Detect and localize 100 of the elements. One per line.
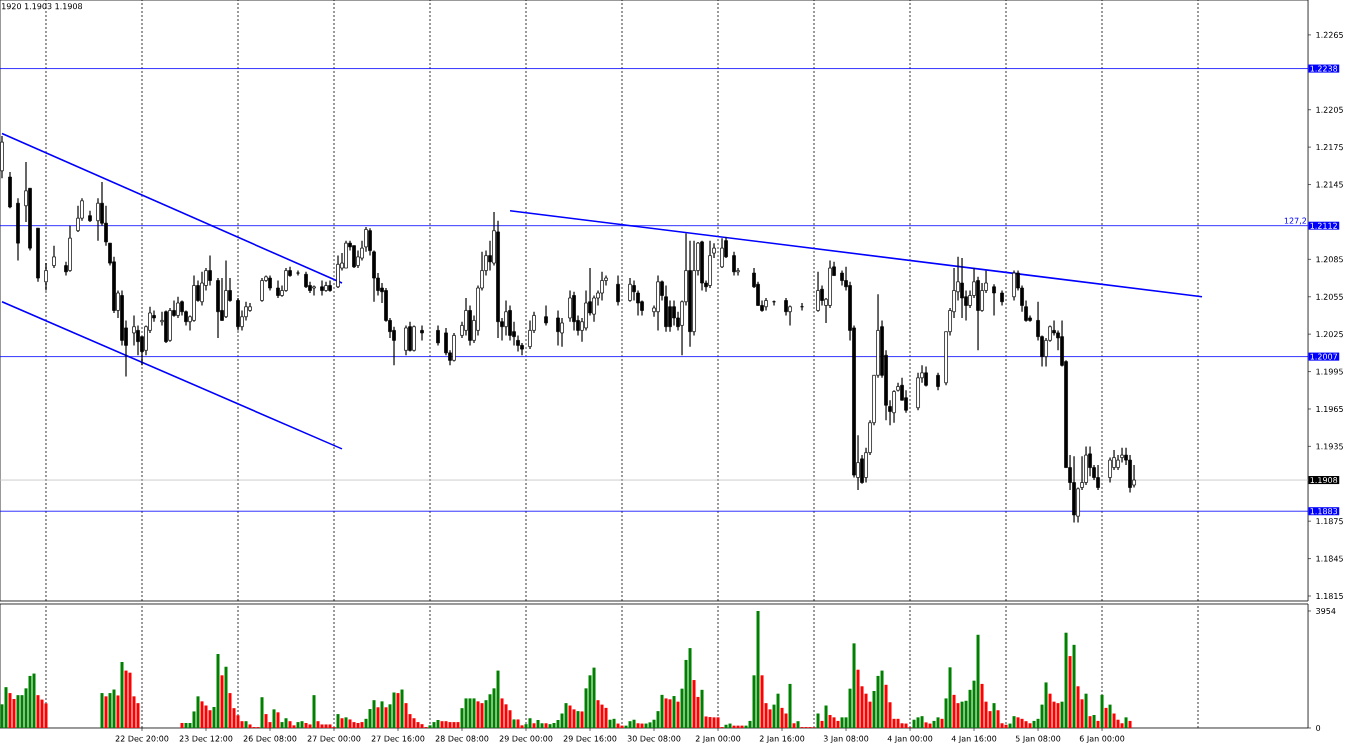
bar xyxy=(516,719,520,728)
bar xyxy=(1096,720,1100,728)
bar xyxy=(248,724,252,728)
candlestick xyxy=(544,304,548,327)
y-tick-label: 1.1965 xyxy=(1316,405,1343,412)
x-tick-label: 30 Dec 08:00 xyxy=(627,735,681,742)
bar xyxy=(1100,694,1104,728)
candlestick xyxy=(284,267,288,293)
x-tick-label: 2 Jan 00:00 xyxy=(695,735,741,744)
bar xyxy=(120,662,124,728)
bar xyxy=(1084,693,1088,728)
bar xyxy=(436,720,440,728)
bar xyxy=(816,713,820,728)
bar xyxy=(1104,707,1108,728)
bar xyxy=(776,693,780,728)
bar xyxy=(1016,717,1020,728)
bar xyxy=(452,722,456,728)
bar xyxy=(40,699,44,728)
bar xyxy=(668,699,672,728)
bar xyxy=(1076,686,1080,728)
bar xyxy=(1024,721,1028,728)
bar xyxy=(128,672,132,728)
bar xyxy=(264,714,268,728)
bar xyxy=(692,680,696,728)
bar xyxy=(704,716,708,728)
bar xyxy=(1068,656,1072,728)
bar xyxy=(884,684,888,728)
bar xyxy=(1128,720,1132,728)
bar xyxy=(932,720,936,728)
bar xyxy=(16,695,20,728)
bar xyxy=(288,721,292,728)
bar xyxy=(564,703,568,728)
candlestick xyxy=(732,251,736,277)
bar xyxy=(512,719,516,728)
bar xyxy=(948,667,952,728)
bar xyxy=(296,722,300,728)
x-tick-label: 27 Dec 00:00 xyxy=(307,735,361,742)
bar xyxy=(316,721,320,728)
candlestick xyxy=(464,297,468,337)
bar xyxy=(112,689,116,728)
bar xyxy=(472,698,476,728)
bar xyxy=(528,718,532,728)
bar xyxy=(1112,713,1116,728)
candlestick xyxy=(320,279,324,297)
bar xyxy=(708,717,712,728)
bar xyxy=(416,722,420,728)
bar xyxy=(760,675,764,728)
ref-line-label: 1.2112 xyxy=(1310,222,1337,229)
bar xyxy=(328,724,332,728)
ref-line-label: 1.1883 xyxy=(1310,508,1338,515)
bar xyxy=(724,724,728,728)
bar xyxy=(444,721,448,728)
candlestick xyxy=(352,245,356,269)
bar xyxy=(100,693,104,728)
bar xyxy=(592,667,596,728)
bar xyxy=(604,707,608,728)
candlestick xyxy=(788,304,792,327)
x-tick-label: 27 Dec 16:00 xyxy=(371,735,425,742)
bar xyxy=(536,720,540,728)
bar xyxy=(636,723,640,728)
bar xyxy=(648,722,652,728)
bar xyxy=(344,717,348,728)
bar xyxy=(940,718,944,728)
x-tick-label: 26 Dec 08:00 xyxy=(243,735,297,742)
bar xyxy=(900,723,904,728)
bar xyxy=(4,687,8,728)
bar xyxy=(480,703,484,728)
y-tick-label: 1.1815 xyxy=(1316,592,1343,600)
bar xyxy=(464,698,468,728)
bar xyxy=(1048,693,1052,728)
bar xyxy=(836,720,840,728)
bar xyxy=(420,724,424,728)
bar xyxy=(1064,632,1068,728)
candlestick xyxy=(52,245,56,269)
y-tick-label: 3954 xyxy=(1316,607,1336,614)
bar xyxy=(280,722,284,728)
bar xyxy=(1108,704,1112,728)
bar xyxy=(412,718,416,728)
candlestick xyxy=(296,269,300,277)
bar xyxy=(676,701,680,728)
bar xyxy=(108,693,112,728)
candlestick xyxy=(260,277,264,303)
bar xyxy=(640,723,644,728)
bar xyxy=(688,648,692,728)
y-tick-label: 1.2025 xyxy=(1316,331,1343,338)
bar xyxy=(1056,703,1060,728)
bar xyxy=(324,724,328,728)
candlestick xyxy=(96,197,100,242)
bar xyxy=(428,725,432,728)
bar xyxy=(380,701,384,728)
bar xyxy=(384,707,388,728)
bar xyxy=(376,707,380,728)
bar xyxy=(616,723,620,728)
y-tick-label: 1.1935 xyxy=(1316,443,1343,450)
bar xyxy=(208,710,212,728)
bar xyxy=(532,723,536,728)
bar xyxy=(912,719,916,728)
bar xyxy=(1012,716,1016,728)
y-tick-label: 1.1995 xyxy=(1316,368,1343,375)
x-tick-label: 6 Jan 00:00 xyxy=(1079,735,1125,744)
